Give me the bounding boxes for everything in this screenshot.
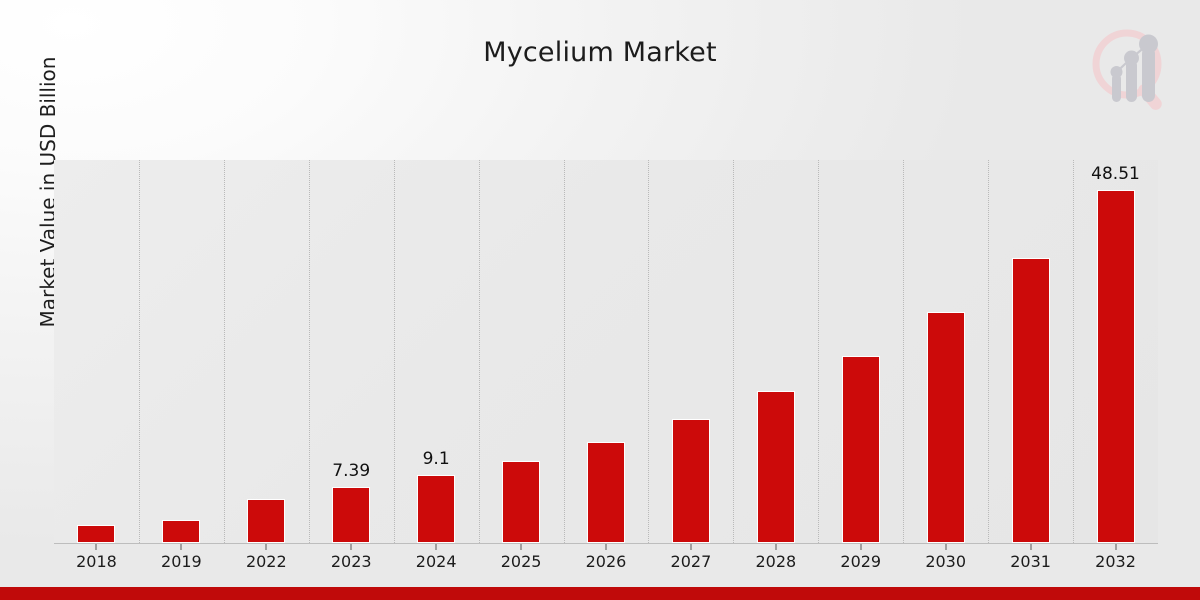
bar[interactable] — [926, 312, 965, 543]
x-tick: 2031 — [988, 544, 1073, 578]
gridline — [988, 160, 990, 543]
bar[interactable] — [162, 520, 201, 543]
gridline — [478, 160, 481, 543]
tick-mark — [860, 544, 862, 550]
page-title: Mycelium Market — [483, 37, 717, 68]
gridline — [223, 160, 226, 543]
bar-slot: 9.1 — [394, 160, 479, 543]
bar[interactable] — [841, 355, 880, 543]
x-tick-label: 2024 — [415, 552, 457, 571]
x-tick-label: 2028 — [755, 552, 797, 571]
gridline — [818, 160, 820, 543]
bar-value-label: 7.39 — [332, 461, 371, 482]
bar[interactable] — [247, 498, 286, 543]
bar-slot — [733, 160, 818, 543]
x-axis: 2018 2019 2022 2023 2024 2025 2026 2027 2028 2029… — [54, 544, 1158, 578]
tick-mark — [180, 544, 182, 550]
bar-slot — [54, 160, 139, 543]
tick-mark — [350, 544, 352, 550]
x-tick-label: 2029 — [840, 552, 882, 571]
tick-mark — [95, 544, 97, 550]
bar[interactable] — [417, 475, 456, 543]
tick-mark — [435, 544, 437, 550]
x-tick-label: 2018 — [76, 552, 117, 571]
x-tick: 2018 — [54, 544, 139, 578]
tick-mark — [690, 544, 692, 550]
bar[interactable] — [671, 419, 710, 543]
bar-slot — [564, 160, 649, 543]
x-tick: 2023 — [309, 544, 394, 578]
gridline — [733, 160, 735, 543]
bar-slot — [139, 160, 224, 543]
footer-accent-bar — [0, 587, 1200, 600]
bar-slot — [988, 160, 1073, 543]
gridline — [563, 160, 566, 543]
gridline — [393, 160, 396, 543]
x-tick: 2027 — [648, 544, 733, 578]
tick-mark — [775, 544, 777, 550]
gridline — [648, 160, 650, 543]
tick-mark — [520, 544, 522, 550]
gridline — [903, 160, 905, 543]
tick-mark — [945, 544, 947, 550]
x-tick-label: 2031 — [1010, 552, 1051, 571]
x-tick-label: 2022 — [245, 552, 287, 571]
x-tick: 2019 — [139, 544, 224, 578]
bar-value-label: 9.1 — [422, 449, 450, 470]
tick-mark — [265, 544, 267, 550]
gridline — [138, 160, 141, 543]
bar[interactable] — [332, 487, 371, 543]
x-tick-label: 2030 — [925, 552, 967, 571]
bar[interactable] — [756, 391, 795, 543]
tick-mark — [605, 544, 607, 550]
tick-mark — [1030, 544, 1032, 550]
x-tick-label: 2019 — [161, 552, 202, 571]
x-tick: 2022 — [224, 544, 309, 578]
bar-slot — [648, 160, 733, 543]
x-tick-label: 2025 — [500, 552, 542, 571]
plot-area: 7.39 9.1 48.51 — [54, 160, 1158, 544]
x-tick: 2026 — [564, 544, 649, 578]
x-tick: 2029 — [818, 544, 903, 578]
bar-value-label: 48.51 — [1091, 163, 1140, 184]
bar-slot — [818, 160, 903, 543]
bar-slot: 48.51 — [1073, 160, 1158, 543]
brand-logo — [1082, 22, 1178, 118]
x-tick: 2025 — [479, 544, 564, 578]
x-tick-label: 2023 — [330, 552, 372, 571]
bar[interactable] — [1096, 189, 1135, 543]
bar-slot — [903, 160, 988, 543]
x-tick: 2032 — [1073, 544, 1158, 578]
x-tick-label: 2032 — [1095, 552, 1136, 571]
bar[interactable] — [502, 461, 541, 543]
gridline — [308, 160, 311, 543]
x-tick: 2028 — [733, 544, 818, 578]
bar[interactable] — [1011, 258, 1050, 543]
x-tick-label: 2027 — [670, 552, 712, 571]
bar[interactable] — [77, 525, 116, 543]
x-tick: 2024 — [394, 544, 479, 578]
gridline — [1073, 160, 1075, 543]
x-tick: 2030 — [903, 544, 988, 578]
bar-slot — [224, 160, 309, 543]
x-tick-label: 2026 — [585, 552, 627, 571]
tick-mark — [1115, 544, 1117, 550]
bar-slot: 7.39 — [309, 160, 394, 543]
bar[interactable] — [586, 442, 625, 543]
bar-slot — [479, 160, 564, 543]
